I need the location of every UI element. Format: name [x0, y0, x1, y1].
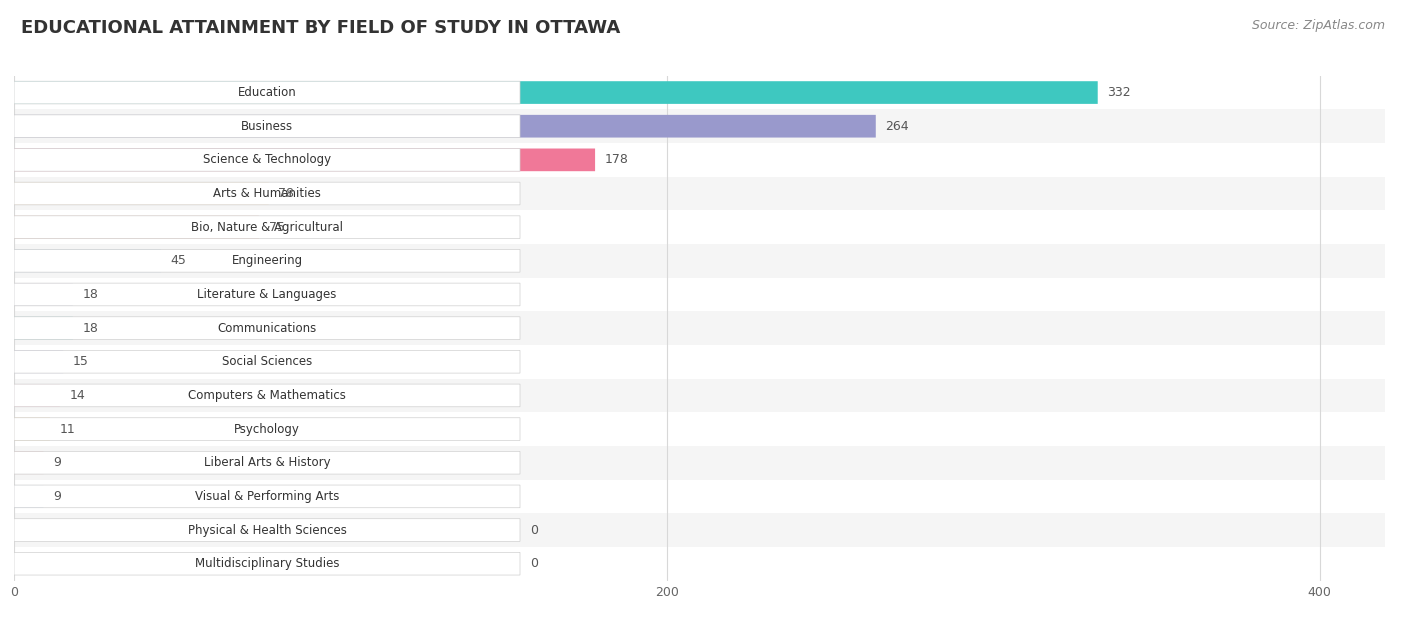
Text: 18: 18 — [83, 288, 98, 301]
Text: Computers & Mathematics: Computers & Mathematics — [188, 389, 346, 402]
Text: 332: 332 — [1108, 86, 1130, 99]
Text: 45: 45 — [170, 254, 187, 268]
FancyBboxPatch shape — [14, 513, 1385, 547]
FancyBboxPatch shape — [14, 485, 44, 508]
FancyBboxPatch shape — [14, 451, 44, 474]
FancyBboxPatch shape — [14, 81, 1098, 104]
FancyBboxPatch shape — [14, 384, 520, 407]
Text: Science & Technology: Science & Technology — [202, 153, 330, 167]
Text: 178: 178 — [605, 153, 628, 167]
Text: Liberal Arts & History: Liberal Arts & History — [204, 456, 330, 469]
FancyBboxPatch shape — [14, 283, 73, 306]
FancyBboxPatch shape — [14, 552, 520, 575]
Text: Source: ZipAtlas.com: Source: ZipAtlas.com — [1251, 19, 1385, 32]
FancyBboxPatch shape — [14, 485, 520, 508]
FancyBboxPatch shape — [14, 345, 1385, 379]
FancyBboxPatch shape — [14, 109, 1385, 143]
Text: Business: Business — [240, 120, 292, 133]
FancyBboxPatch shape — [14, 317, 73, 339]
Text: Arts & Humanities: Arts & Humanities — [214, 187, 321, 200]
Text: Communications: Communications — [218, 322, 316, 334]
Text: Physical & Health Sciences: Physical & Health Sciences — [187, 524, 346, 536]
FancyBboxPatch shape — [14, 115, 520, 138]
FancyBboxPatch shape — [14, 350, 63, 373]
Text: 0: 0 — [530, 557, 537, 570]
Text: Social Sciences: Social Sciences — [222, 355, 312, 369]
Text: Visual & Performing Arts: Visual & Performing Arts — [195, 490, 339, 503]
FancyBboxPatch shape — [14, 384, 60, 407]
FancyBboxPatch shape — [14, 148, 520, 171]
Text: 75: 75 — [269, 221, 284, 233]
FancyBboxPatch shape — [14, 317, 520, 339]
FancyBboxPatch shape — [14, 480, 1385, 513]
FancyBboxPatch shape — [14, 418, 51, 440]
Text: 14: 14 — [69, 389, 86, 402]
FancyBboxPatch shape — [14, 350, 520, 373]
FancyBboxPatch shape — [14, 249, 160, 272]
Text: EDUCATIONAL ATTAINMENT BY FIELD OF STUDY IN OTTAWA: EDUCATIONAL ATTAINMENT BY FIELD OF STUDY… — [21, 19, 620, 37]
FancyBboxPatch shape — [14, 216, 259, 239]
FancyBboxPatch shape — [14, 177, 1385, 210]
Text: 78: 78 — [278, 187, 294, 200]
FancyBboxPatch shape — [14, 379, 1385, 412]
FancyBboxPatch shape — [14, 148, 595, 171]
Text: 9: 9 — [53, 456, 60, 469]
Text: Education: Education — [238, 86, 297, 99]
FancyBboxPatch shape — [14, 446, 1385, 480]
FancyBboxPatch shape — [14, 76, 1385, 109]
FancyBboxPatch shape — [14, 278, 1385, 311]
FancyBboxPatch shape — [14, 283, 520, 306]
Text: 9: 9 — [53, 490, 60, 503]
FancyBboxPatch shape — [14, 216, 520, 239]
FancyBboxPatch shape — [14, 418, 520, 440]
FancyBboxPatch shape — [14, 451, 520, 474]
FancyBboxPatch shape — [14, 412, 1385, 446]
Text: Engineering: Engineering — [232, 254, 302, 268]
Text: 15: 15 — [73, 355, 89, 369]
FancyBboxPatch shape — [14, 547, 1385, 581]
Text: 264: 264 — [886, 120, 910, 133]
FancyBboxPatch shape — [14, 115, 876, 138]
FancyBboxPatch shape — [14, 143, 1385, 177]
Text: Literature & Languages: Literature & Languages — [197, 288, 336, 301]
Text: Bio, Nature & Agricultural: Bio, Nature & Agricultural — [191, 221, 343, 233]
FancyBboxPatch shape — [14, 249, 520, 272]
Text: 11: 11 — [60, 423, 76, 435]
FancyBboxPatch shape — [14, 519, 520, 541]
Text: Psychology: Psychology — [233, 423, 299, 435]
Text: Multidisciplinary Studies: Multidisciplinary Studies — [195, 557, 339, 570]
FancyBboxPatch shape — [14, 311, 1385, 345]
FancyBboxPatch shape — [14, 182, 520, 205]
FancyBboxPatch shape — [14, 244, 1385, 278]
Text: 0: 0 — [530, 524, 537, 536]
FancyBboxPatch shape — [14, 81, 520, 104]
FancyBboxPatch shape — [14, 210, 1385, 244]
Text: 18: 18 — [83, 322, 98, 334]
FancyBboxPatch shape — [14, 182, 269, 205]
